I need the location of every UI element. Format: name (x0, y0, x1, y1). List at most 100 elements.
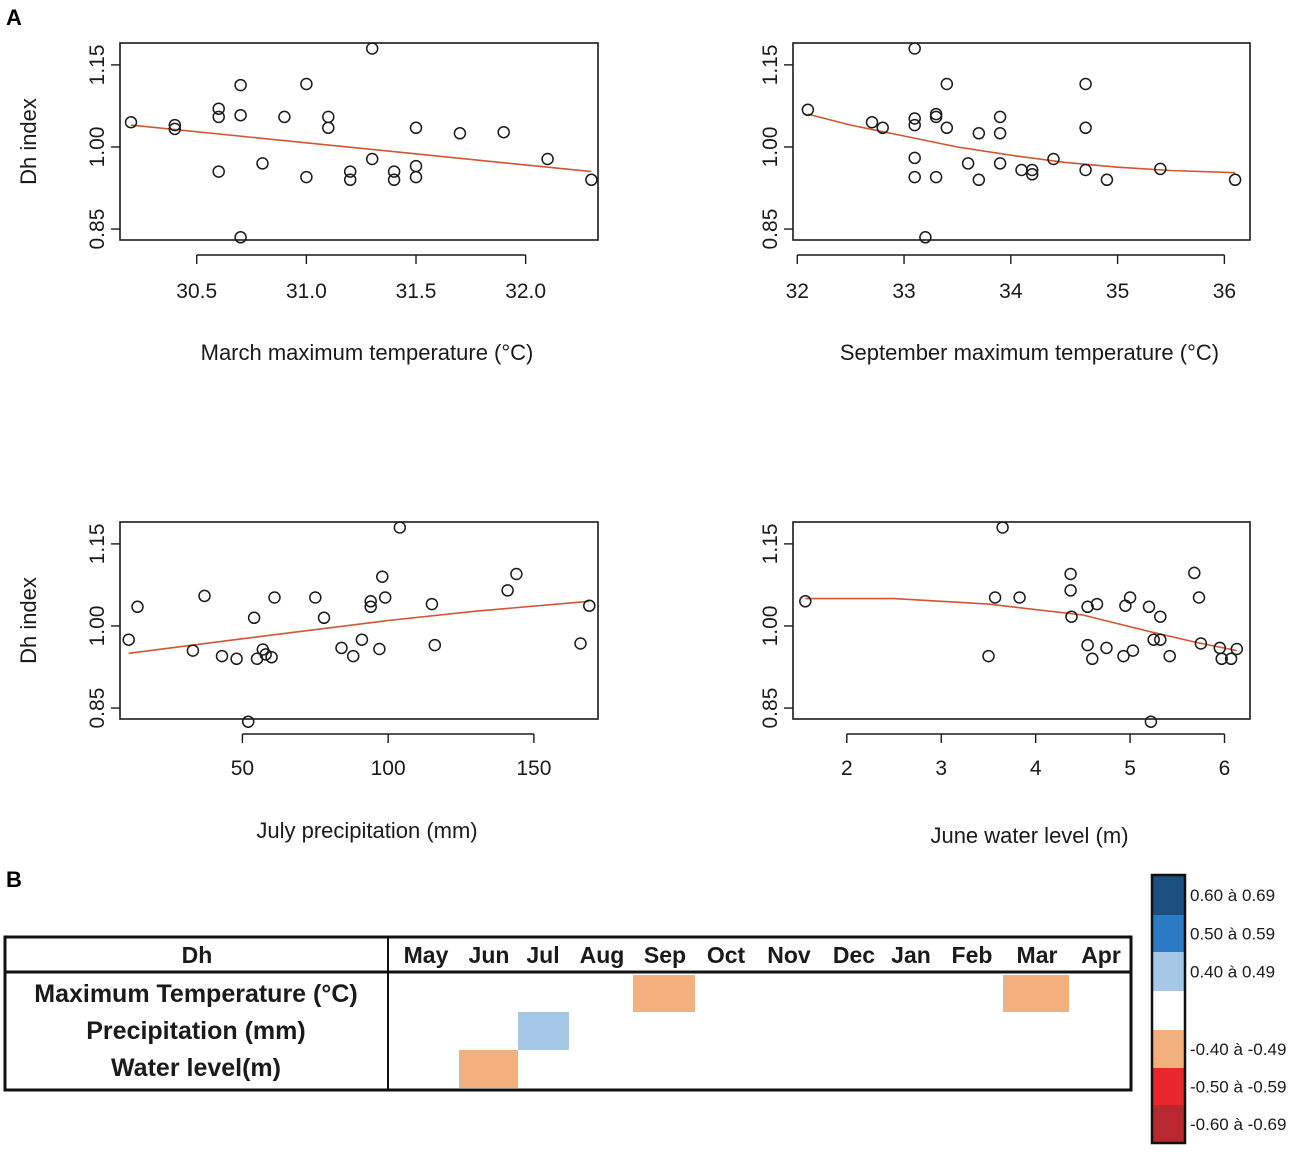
data-point (1154, 633, 1167, 646)
month-header: Nov (767, 942, 811, 968)
data-point (996, 521, 1009, 534)
data-point (1081, 600, 1094, 614)
data-point (1013, 591, 1026, 604)
y-tick-label: 1.00 (86, 606, 109, 647)
data-point (387, 165, 401, 178)
data-point (428, 638, 442, 652)
scatter-march-temperature: 0.85 1.00 1.15 30.5 31.0 31.5 32.0 March maximu… (16, 42, 599, 365)
data-point (585, 173, 598, 187)
data-point (1090, 597, 1104, 611)
data-point (234, 231, 247, 244)
table-corner-label: Dh (182, 942, 213, 968)
data-point (168, 122, 182, 136)
y-tick-label: 1.15 (759, 523, 782, 564)
plot-frame (119, 42, 599, 241)
data-point (355, 633, 369, 646)
data-point (1123, 591, 1137, 604)
data-point (908, 151, 921, 165)
heat-cell (633, 975, 695, 1012)
x-tick-label: 32.0 (505, 280, 546, 303)
heat-cell (1003, 975, 1069, 1012)
data-point (1224, 652, 1238, 666)
legend-label: -0.60 à -0.69 (1190, 1115, 1286, 1134)
y-tick-label: 1.15 (759, 44, 782, 85)
data-point (1188, 566, 1201, 580)
data-point (247, 611, 261, 625)
data-point (234, 78, 247, 92)
data-point (1064, 567, 1077, 581)
data-point (1065, 610, 1078, 623)
x-tick-label: 31.5 (396, 280, 437, 303)
data-point (278, 110, 291, 124)
data-point (919, 231, 932, 244)
data-point (343, 165, 357, 178)
month-header: Dec (833, 942, 875, 968)
data-point (259, 648, 272, 661)
month-header: Feb (952, 942, 993, 968)
plot-frame (792, 521, 1251, 720)
y-tick-label: 0.85 (86, 209, 109, 250)
plot-frame (792, 42, 1251, 241)
data-point (1117, 649, 1130, 663)
data-point (801, 103, 815, 117)
data-point (378, 591, 392, 604)
x-tick-label: 100 (371, 757, 406, 780)
data-point (1079, 121, 1092, 135)
legend-label: 0.50 à 0.59 (1190, 925, 1275, 944)
data-point (993, 110, 1007, 124)
data-point (583, 599, 596, 612)
x-tick-label: 32 (786, 280, 809, 303)
row-label: Precipitation (mm) (86, 1017, 305, 1045)
fit-line (130, 124, 592, 173)
data-point (799, 595, 812, 608)
data-point (364, 595, 377, 608)
month-header: Sep (644, 942, 686, 968)
data-point (1144, 715, 1158, 728)
data-point (1081, 638, 1094, 652)
data-point (365, 42, 379, 55)
heat-cell (518, 1012, 569, 1050)
data-point (268, 591, 281, 604)
panel-label-a: A (6, 5, 22, 30)
data-point (1100, 641, 1113, 655)
data-point (300, 77, 313, 91)
color-legend: 0.60 à 0.69 0.50 à 0.59 0.40 à 0.49 -0.40 à… (1150, 873, 1286, 1145)
x-tick-label: 150 (516, 757, 551, 780)
row-label: Water level(m) (111, 1054, 281, 1082)
month-header: Aug (580, 942, 625, 968)
data-point (1015, 163, 1028, 177)
row-label: Maximum Temperature (°C) (34, 980, 358, 1008)
legend-swatch (1152, 952, 1185, 991)
y-tick-label: 1.15 (86, 44, 109, 85)
x-axis-label: July precipitation (mm) (256, 818, 477, 843)
data-point (510, 567, 523, 581)
data-point (346, 649, 360, 663)
data-point (409, 121, 423, 135)
scatter-june-water-level: 0.85 1.00 1.15 2 3 4 5 6 June water level (m) (759, 521, 1251, 848)
data-point (373, 642, 386, 656)
data-point (501, 584, 514, 597)
legend-label: 0.40 à 0.49 (1190, 963, 1275, 982)
data-point (1126, 644, 1140, 657)
data-point (425, 597, 439, 611)
x-tick-label: 6 (1219, 757, 1231, 780)
fit-line (805, 597, 1237, 652)
data-point (322, 121, 335, 135)
x-tick-label: 30.5 (176, 280, 217, 303)
legend-label: 0.60 à 0.69 (1190, 886, 1275, 905)
x-axis-label: March maximum temperature (°C) (201, 340, 534, 365)
plot-frame (119, 521, 599, 720)
data-point (309, 591, 322, 604)
data-point (993, 157, 1007, 170)
data-point (409, 170, 423, 184)
data-point (453, 127, 467, 140)
data-point (1192, 591, 1206, 604)
x-tick-label: 35 (1106, 280, 1129, 303)
data-point (876, 121, 889, 135)
y-tick-label: 0.85 (86, 688, 109, 729)
y-tick-label: 1.00 (86, 127, 109, 168)
month-header: Oct (707, 942, 746, 968)
data-point (212, 110, 225, 124)
legend-swatch (1152, 915, 1185, 952)
fit-line (807, 113, 1236, 174)
